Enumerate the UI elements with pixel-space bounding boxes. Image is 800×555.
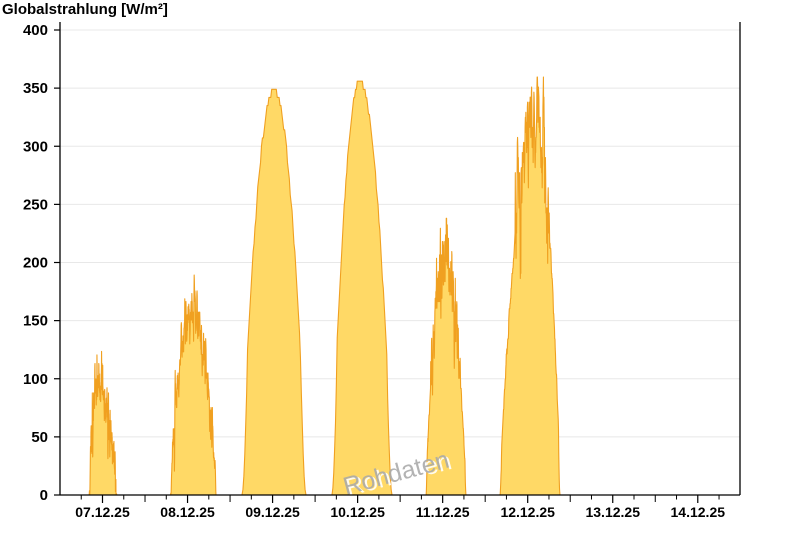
svg-text:50: 50 [31,429,48,446]
svg-text:100: 100 [23,371,48,388]
svg-text:07.12.25: 07.12.25 [75,504,130,520]
svg-text:12.12.25: 12.12.25 [500,504,555,520]
svg-text:09.12.25: 09.12.25 [245,504,300,520]
svg-text:200: 200 [23,255,48,272]
svg-text:08.12.25: 08.12.25 [160,504,215,520]
svg-text:14.12.25: 14.12.25 [671,504,726,520]
svg-text:0: 0 [40,487,48,504]
svg-text:350: 350 [23,80,48,97]
svg-text:400: 400 [23,22,48,39]
svg-text:150: 150 [23,313,48,330]
svg-text:250: 250 [23,196,48,213]
svg-text:10.12.25: 10.12.25 [330,504,385,520]
svg-text:300: 300 [23,138,48,155]
svg-text:13.12.25: 13.12.25 [585,504,640,520]
svg-text:11.12.25: 11.12.25 [416,504,470,520]
